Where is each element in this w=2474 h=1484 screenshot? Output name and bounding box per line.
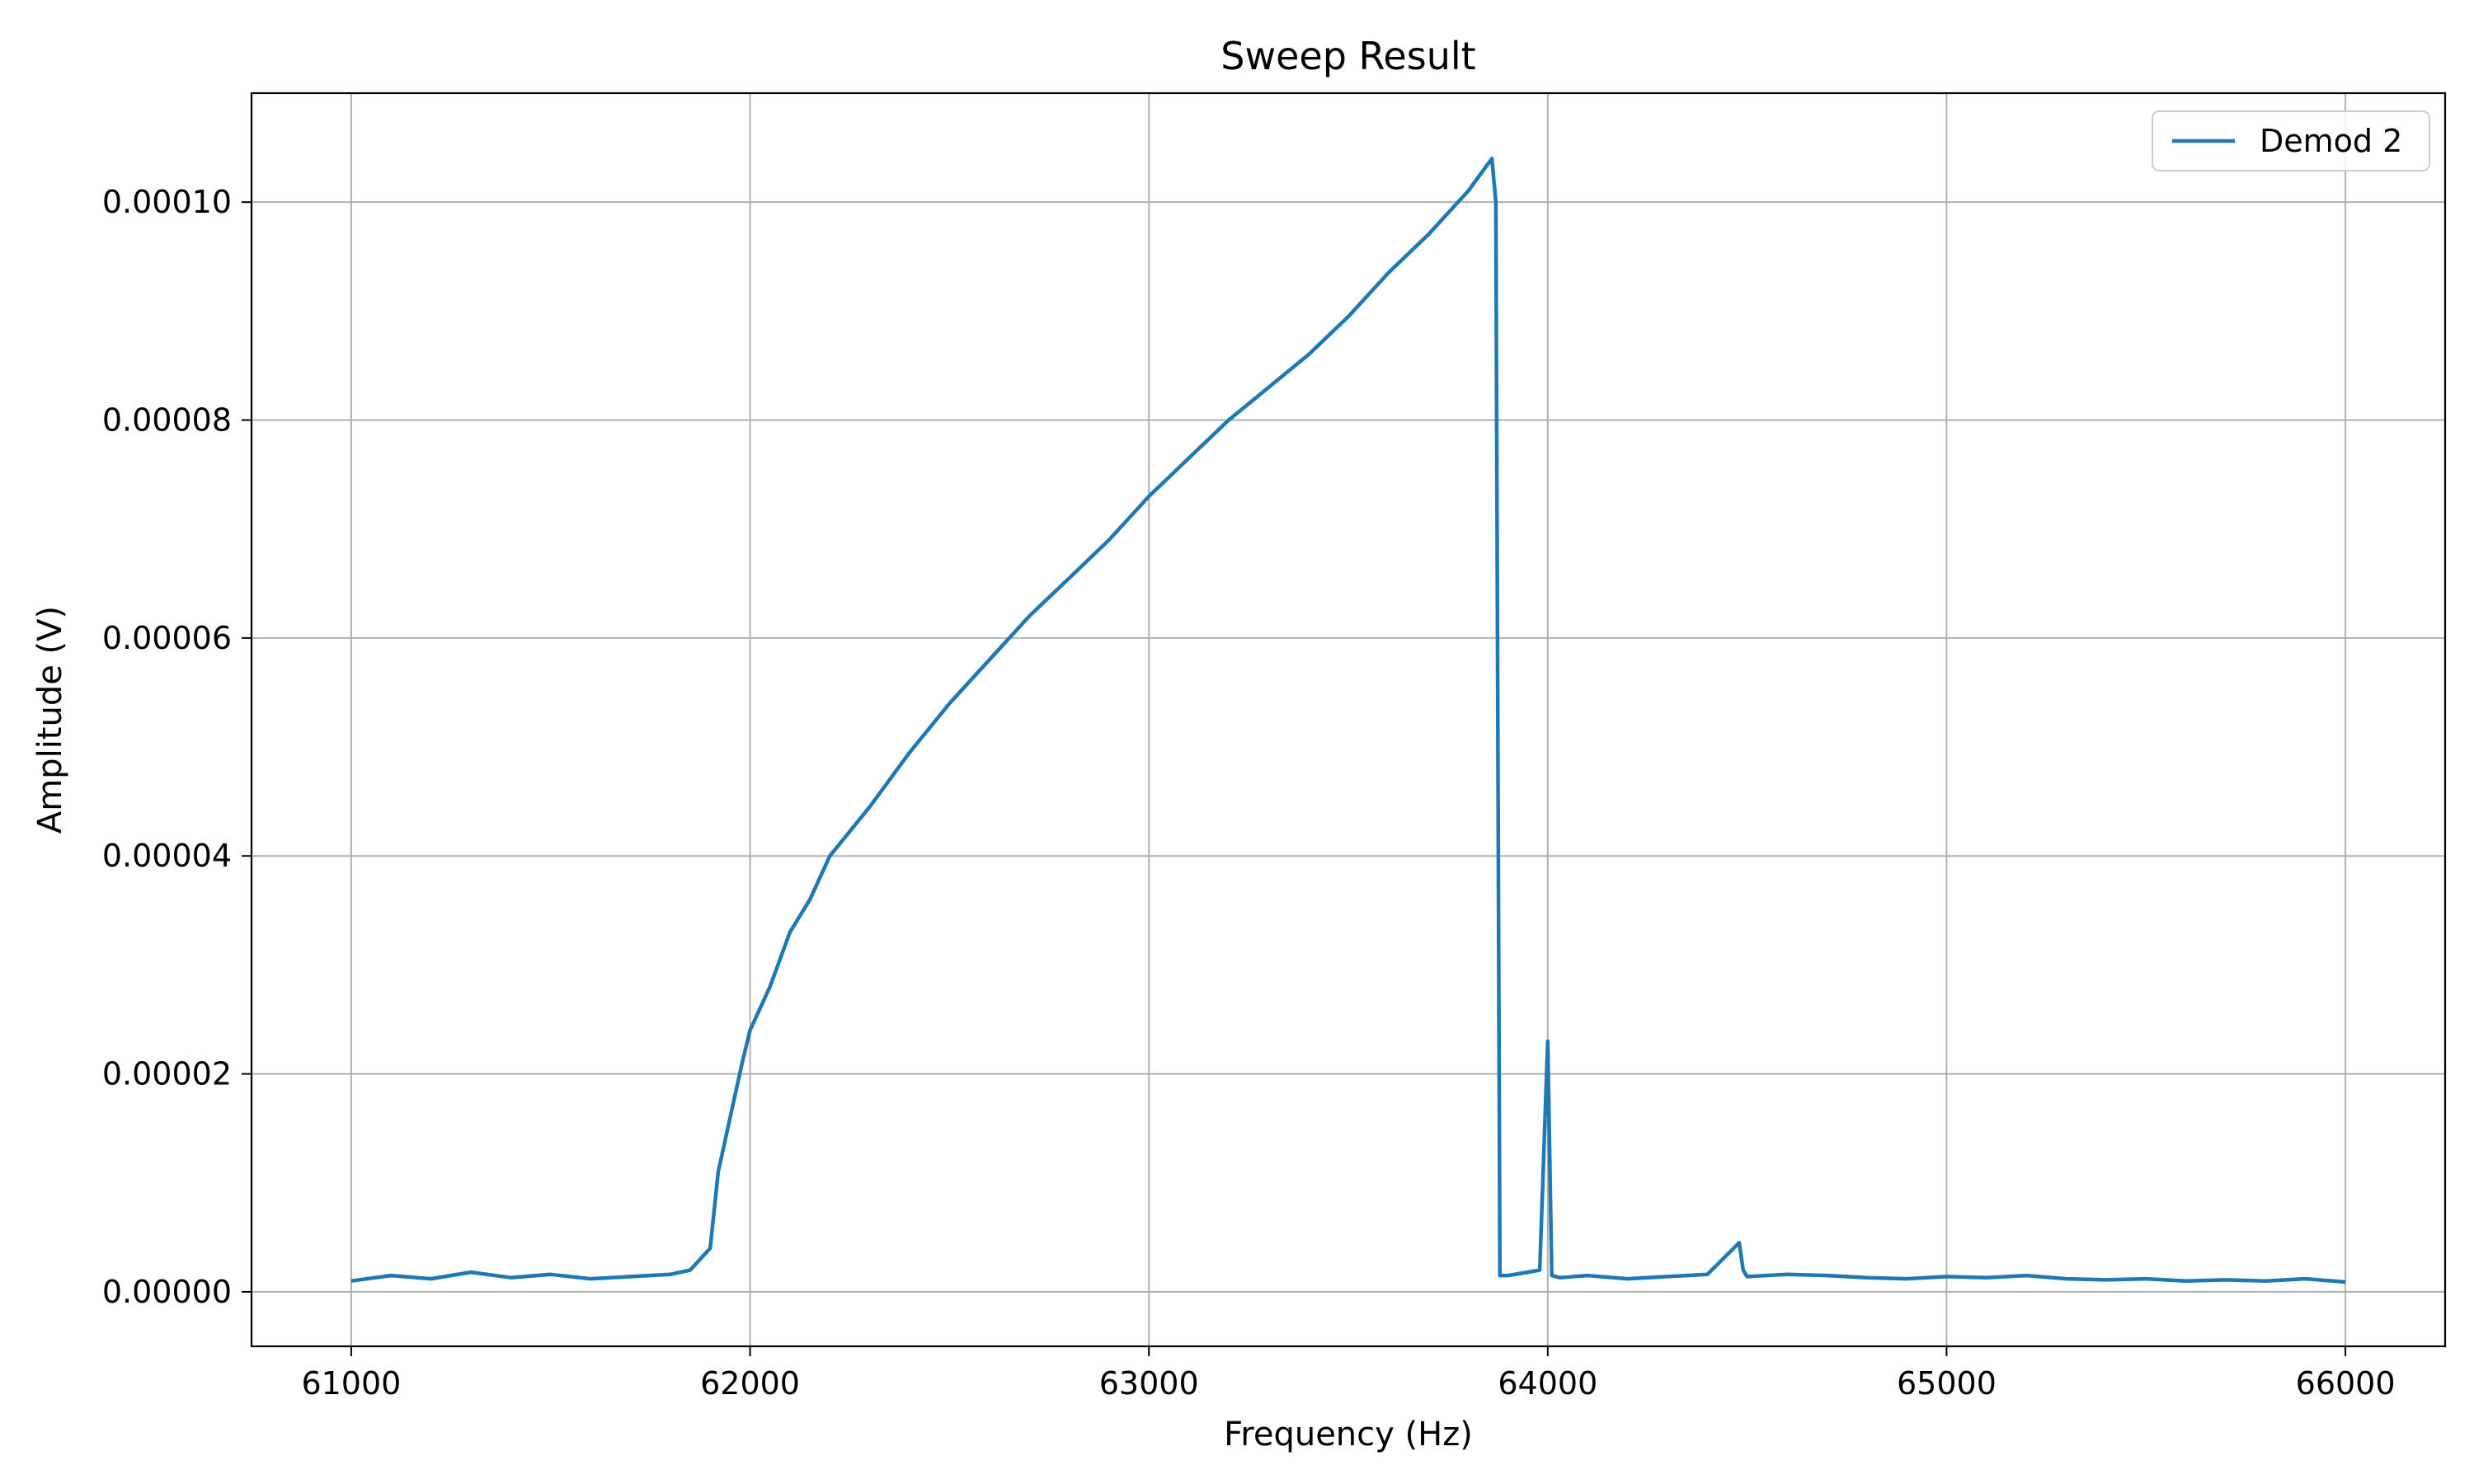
chart-title: Sweep Result <box>1221 34 1475 78</box>
x-tick-label: 62000 <box>700 1365 800 1402</box>
y-tick-label: 0.00004 <box>102 838 232 874</box>
legend: Demod 2 <box>2152 110 2430 171</box>
x-tick-label: 65000 <box>1897 1365 1997 1402</box>
x-tick-label: 63000 <box>1099 1365 1199 1402</box>
x-axis-label: Frequency (Hz) <box>1224 1416 1473 1453</box>
x-tick-label: 66000 <box>2296 1365 2396 1402</box>
plot-area <box>350 157 2346 1284</box>
y-tick-label: 0.00000 <box>102 1274 232 1310</box>
x-tick-label: 64000 <box>1498 1365 1597 1402</box>
legend-box <box>2152 110 2430 171</box>
series-line <box>350 157 2346 1284</box>
y-tick-label: 0.00006 <box>102 620 232 656</box>
gridlines <box>252 93 2445 1346</box>
y-tick-label: 0.00008 <box>102 402 232 439</box>
plot-frame <box>250 92 2447 1348</box>
axis-ticks: 61000 62000 63000 64000 65000 66000 0.00000 0.0… <box>102 184 2396 1402</box>
y-axis-label: Amplitude (V) <box>31 606 69 834</box>
y-tick-label: 0.00002 <box>102 1056 232 1092</box>
y-tick-label: 0.00010 <box>102 184 232 220</box>
x-tick-label: 61000 <box>301 1365 401 1402</box>
legend-label: Demod 2 <box>2260 123 2402 159</box>
